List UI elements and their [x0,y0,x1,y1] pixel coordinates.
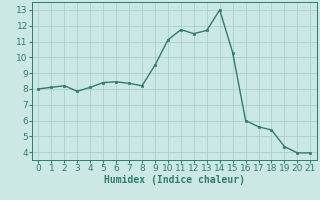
X-axis label: Humidex (Indice chaleur): Humidex (Indice chaleur) [104,175,245,185]
